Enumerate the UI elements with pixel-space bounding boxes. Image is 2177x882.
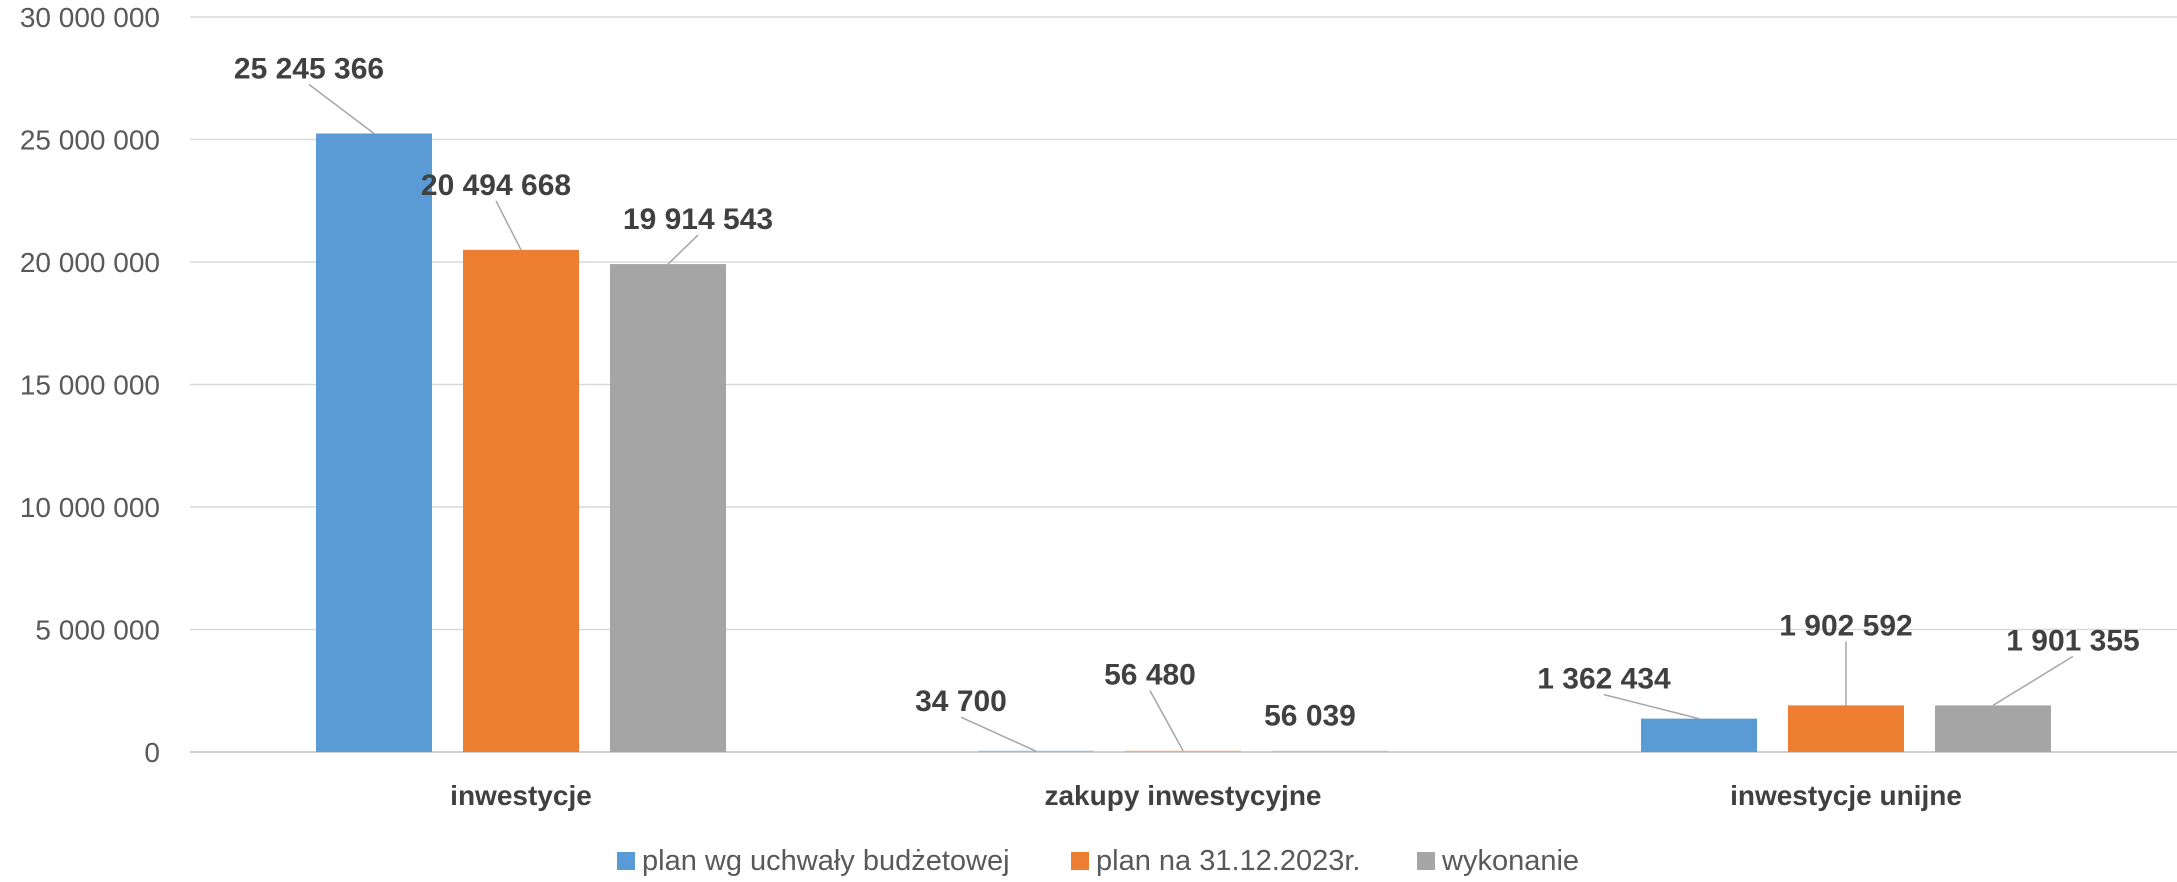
data-label-leaders: [308, 83, 2074, 752]
data-label-leader: [495, 200, 522, 251]
x-category-label: inwestycje unijne: [1730, 780, 1962, 811]
bar-plan-wg-uchwa-y-bud-etowej-0: [316, 133, 432, 752]
y-tick-label: 25 000 000: [20, 125, 160, 156]
data-label-leader: [308, 83, 375, 135]
x-category-label: inwestycje: [450, 780, 592, 811]
bar-wykonanie-0: [610, 264, 726, 752]
y-tick-label: 20 000 000: [20, 247, 160, 278]
data-label: 34 700: [915, 685, 1007, 718]
legend-label: plan wg uchwały budżetowej: [642, 845, 1010, 877]
bar-wykonanie-1: [1272, 750, 1388, 752]
y-tick-label: 0: [144, 737, 160, 768]
data-label-leader: [960, 716, 1037, 752]
bar-plan-na-31-12-2023r--2: [1788, 705, 1904, 752]
legend-swatch: [1071, 852, 1089, 870]
legend: plan wg uchwały budżetowej plan na 31.12.…: [617, 845, 1579, 877]
x-category-label: zakupy inwestycyjne: [1044, 780, 1321, 811]
legend-swatch: [1417, 852, 1435, 870]
data-label-leader: [667, 234, 699, 265]
y-axis-tick-labels: 0 5 000 000 10 000 000 15 000 000 20 000 000…: [20, 2, 160, 768]
bar-plan-wg-uchwa-y-bud-etowej-1: [978, 750, 1094, 752]
bars: [316, 133, 2051, 753]
x-axis-category-labels: inwestycje zakupy inwestycyjne inwestycje …: [450, 780, 1962, 811]
data-label-leader: [1149, 690, 1184, 751]
legend-label: wykonanie: [1441, 845, 1579, 877]
data-label-leader: [1992, 655, 2074, 707]
data-label: 19 914 543: [623, 203, 773, 236]
legend-label: plan na 31.12.2023r.: [1096, 845, 1360, 877]
data-label: 56 039: [1264, 700, 1356, 733]
data-label: 20 494 668: [421, 169, 571, 202]
data-labels: 25 245 366 34 700 1 362 434 20 494 668 56 48…: [234, 52, 2140, 732]
data-label: 1 362 434: [1537, 663, 1671, 696]
legend-swatch: [617, 852, 635, 870]
y-tick-label: 15 000 000: [20, 370, 160, 401]
bar-wykonanie-2: [1935, 705, 2051, 752]
data-label: 56 480: [1104, 659, 1196, 692]
y-tick-label: 10 000 000: [20, 492, 160, 523]
bar-plan-wg-uchwa-y-bud-etowej-2: [1641, 718, 1757, 752]
data-label: 1 901 355: [2006, 624, 2139, 657]
data-label: 25 245 366: [234, 52, 384, 85]
bar-plan-na-31-12-2023r--0: [463, 249, 579, 753]
data-label: 1 902 592: [1779, 609, 1912, 642]
y-tick-label: 5 000 000: [35, 615, 160, 646]
y-tick-label: 30 000 000: [20, 2, 160, 33]
data-label-leader: [1603, 693, 1700, 720]
bar-plan-na-31-12-2023r--1: [1125, 750, 1241, 752]
